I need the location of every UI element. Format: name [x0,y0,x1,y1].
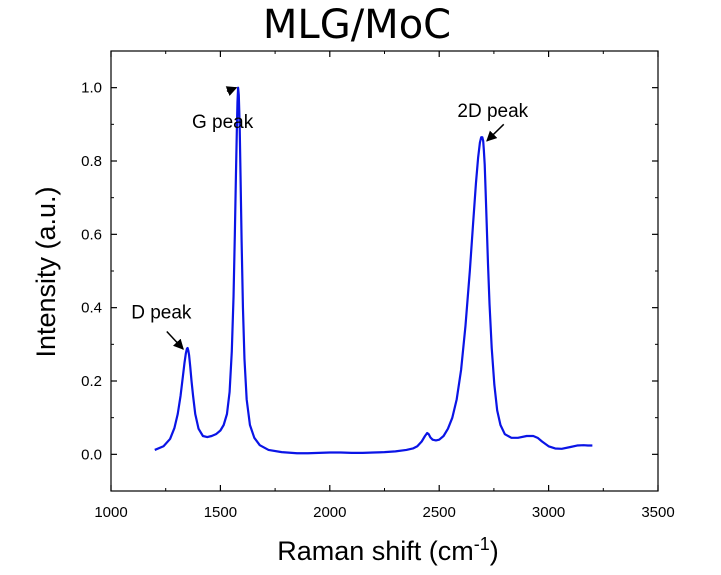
spectrum-line [154,86,593,455]
peak-annotation-label: D peak [131,303,192,324]
peak-arrow [166,330,184,350]
y-tick-label: 0.8 [81,153,102,170]
x-axis-label-superscript: -1 [474,534,490,554]
x-tick-label: 3500 [641,504,674,521]
y-tick-label: 0.4 [81,300,102,317]
x-tick-label: 1500 [204,504,237,521]
x-tick-label: 2000 [313,504,346,521]
y-tick-label: 1.0 [81,80,102,97]
x-axis: 1000 1500 2000 2500 3000 3500 [94,51,675,521]
x-axis-label-close: ) [490,536,499,566]
y-tick-label: 0.6 [81,226,102,243]
peak-arrow [486,123,505,142]
peak-arrow [225,86,238,96]
x-tick-label: 2500 [423,504,456,521]
y-axis-label: Intensity (a.u.) [31,186,61,357]
peak-annotation-label: G peak [192,112,254,133]
y-axis: 0.0 0.2 0.4 0.6 0.8 1.0 [81,50,658,492]
chart-title: MLG/MoC [263,2,451,48]
peak-annotations: G peak 2D peak D peak [131,86,529,350]
x-tick-label: 1000 [94,504,127,521]
x-tick-label: 3000 [532,504,565,521]
peak-annotation-label: 2D peak [457,101,528,122]
x-axis-label: Raman shift (cm-1) [277,534,499,566]
y-tick-label: 0.0 [81,446,102,463]
y-tick-label: 0.2 [81,373,102,390]
